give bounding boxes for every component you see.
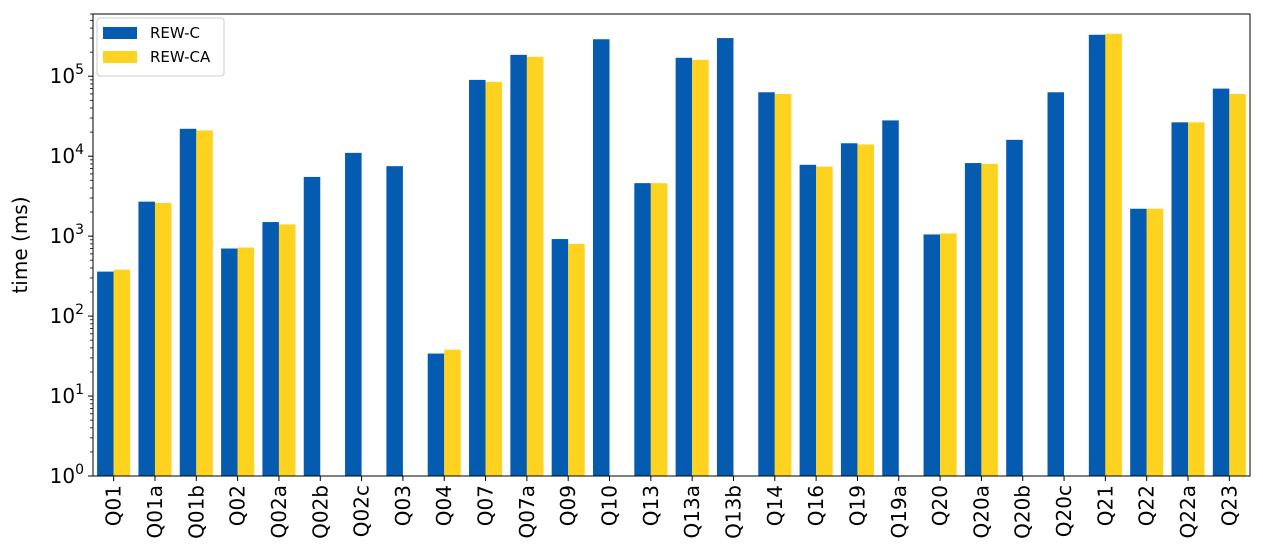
x-tick-label: Q02b: [308, 485, 332, 539]
x-tick-label: Q04: [432, 485, 456, 526]
bar-rew-ca-q13a: [692, 59, 709, 477]
x-tick-label: Q16: [804, 485, 828, 526]
y-axis-label: time (ms): [8, 196, 32, 293]
bar-rew-c-q13a: [675, 57, 693, 476]
bar-rew-c-q19a: [882, 120, 899, 477]
bar-rew-ca-q14: [774, 93, 792, 477]
y-tick-label: 105: [50, 62, 84, 88]
bars-layer: [97, 33, 1246, 477]
bar-rew-ca-q23: [1229, 93, 1246, 477]
bar-rew-c-q01b: [179, 128, 197, 477]
x-axis: Q01 Q01a Q01b Q02 Q02a Q02b Q02c Q03 Q04 Q07 Q07a Q…: [102, 476, 1241, 539]
bar-rew-c-q04: [427, 353, 445, 476]
legend-label-rew-c: REW-C: [150, 24, 200, 42]
bar-rew-c-q02: [221, 248, 238, 476]
x-tick-label: Q14: [763, 485, 787, 526]
x-tick-label: Q07: [474, 485, 498, 526]
x-tick-label: Q07a: [515, 485, 539, 538]
bar-rew-c-q01: [97, 271, 114, 476]
bar-rew-c-q02c: [345, 152, 362, 477]
plot-frame: [92, 13, 1251, 477]
y-tick-label: 102: [50, 302, 84, 328]
x-tick-label: Q01a: [143, 485, 167, 538]
legend: REW-C REW-CA: [96, 17, 225, 77]
bar-rew-c-q20: [923, 234, 941, 476]
bar-rew-ca-q16: [816, 166, 833, 476]
bar-rew-c-q20a: [964, 163, 982, 476]
bar-rew-c-q19: [840, 143, 858, 476]
x-tick-label: Q13: [639, 485, 663, 526]
x-tick-label: Q10: [598, 485, 622, 526]
bar-rew-c-q20b: [1006, 139, 1023, 476]
y-tick-label: 100: [50, 462, 84, 488]
bar-rew-c-q07: [469, 79, 486, 476]
bar-rew-ca-q21: [1105, 33, 1122, 476]
bar-rew-ca-q07a: [526, 56, 544, 476]
bar-rew-c-q23: [1212, 88, 1230, 476]
bar-rew-ca-q01: [113, 269, 131, 476]
bar-rew-ca-q19: [857, 144, 874, 477]
bar-rew-ca-q22a: [1188, 122, 1205, 476]
x-tick-label: Q02c: [350, 485, 374, 537]
x-tick-label: Q20c: [1052, 485, 1076, 537]
bar-rew-c-q09: [551, 239, 569, 476]
bar-rew-c-q13: [634, 183, 651, 476]
x-tick-label: Q02a: [267, 485, 291, 538]
bar-rew-c-q10: [592, 39, 610, 476]
x-tick-label: Q01b: [184, 485, 208, 539]
bar-rew-ca-q02: [237, 247, 255, 476]
y-tick-label: 101: [50, 382, 84, 408]
x-tick-label: Q20b: [1011, 485, 1035, 539]
bar-rew-c-q03: [386, 166, 403, 476]
x-tick-label: Q19: [845, 485, 869, 526]
y-tick-label: 103: [50, 222, 84, 248]
x-tick-label: Q13a: [680, 485, 704, 538]
bar-rew-ca-q09: [568, 243, 585, 476]
bar-rew-c-q07a: [510, 54, 527, 477]
x-tick-label: Q01: [102, 485, 126, 526]
x-tick-label: Q23: [1217, 485, 1241, 526]
bar-rew-c-q21: [1088, 34, 1106, 476]
x-tick-label: Q09: [556, 485, 580, 526]
bar-rew-c-q20c: [1047, 92, 1065, 476]
bar-rew-c-q22a: [1171, 122, 1189, 476]
legend-swatch-rew-ca: [103, 51, 137, 63]
y-tick-label: 104: [50, 142, 84, 168]
bar-rew-c-q13b: [716, 38, 734, 476]
x-tick-label: Q02: [226, 485, 250, 526]
x-tick-label: Q13b: [721, 485, 745, 539]
x-tick-label: Q03: [391, 485, 415, 526]
bar-rew-ca-q01b: [196, 130, 213, 476]
bar-rew-c-q02b: [303, 176, 321, 476]
bar-rew-ca-q20a: [981, 163, 998, 477]
bar-rew-ca-q04: [444, 349, 461, 476]
x-tick-label: Q20: [928, 485, 952, 526]
bar-rew-ca-q07: [485, 81, 503, 477]
y-axis: 100 101 102 103 104 105: [50, 13, 93, 488]
bar-rew-ca-q02a: [278, 224, 296, 476]
bar-rew-c-q16: [799, 164, 817, 477]
bar-rew-c-q02a: [262, 222, 279, 476]
x-tick-label: Q19a: [887, 485, 911, 538]
bar-rew-c-q14: [758, 92, 775, 476]
legend-label-rew-ca: REW-CA: [150, 48, 211, 66]
bar-rew-ca-q22: [1146, 208, 1164, 476]
legend-swatch-rew-c: [103, 27, 137, 39]
bar-rew-ca-q01a: [154, 202, 172, 476]
bar-rew-ca-q13: [650, 183, 668, 476]
x-tick-label: Q22: [1135, 485, 1159, 526]
bar-rew-c-q22: [1130, 208, 1147, 476]
x-tick-label: Q21: [1093, 485, 1117, 526]
bar-rew-ca-q20: [940, 233, 957, 476]
bar-rew-c-q01a: [138, 201, 155, 476]
x-tick-label: Q20a: [969, 485, 993, 538]
x-tick-label: Q22a: [1176, 485, 1200, 538]
